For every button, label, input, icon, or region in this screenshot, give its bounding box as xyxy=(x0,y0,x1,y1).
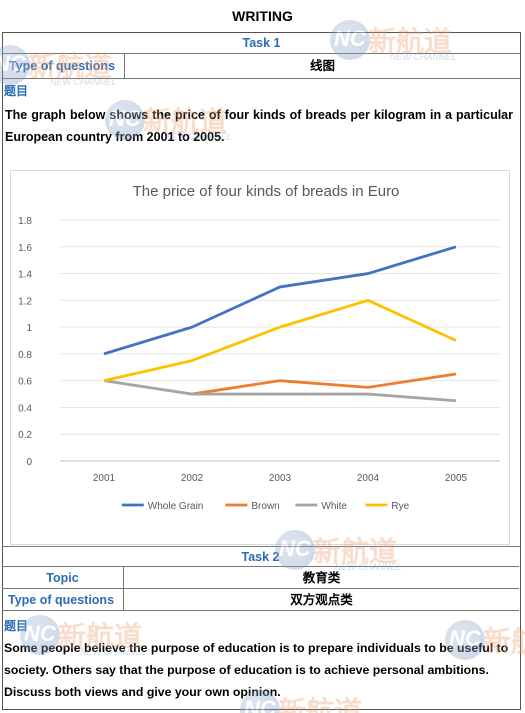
task1-prompt: The graph below shows the price of four … xyxy=(5,108,513,144)
x-tick-label: 2004 xyxy=(357,473,380,484)
legend-label: Rye xyxy=(391,501,409,512)
task2-heading: Task 2 xyxy=(2,547,519,567)
task1-type-value: 线图 xyxy=(309,59,335,73)
legend-label: Whole Grain xyxy=(148,501,204,512)
x-tick-label: 2002 xyxy=(181,473,204,484)
x-tick-label: 2005 xyxy=(445,473,468,484)
task1-type-row: Type of questions 线图 xyxy=(3,54,520,79)
task2-block: Task 2 Topic 教育类 Type of questions 双方观点类 xyxy=(2,546,521,611)
series-line-whole-grain xyxy=(103,245,457,356)
y-tick-label: 1.8 xyxy=(18,216,32,227)
chart-series xyxy=(103,245,457,403)
task1-heading: Task 1 xyxy=(3,33,520,54)
y-tick-label: 1.2 xyxy=(18,296,32,307)
chart-frame xyxy=(10,170,510,545)
task2-type-value: 双方观点类 xyxy=(290,593,353,607)
task2-topic-label: Topic xyxy=(2,567,124,588)
worksheet-frame: Task 1 Type of questions 线图 xyxy=(2,32,521,710)
y-tick-label: 0.8 xyxy=(18,350,32,361)
y-tick-label: 0.6 xyxy=(18,377,32,388)
legend-label: Brown xyxy=(251,501,279,512)
legend-label: White xyxy=(321,501,347,512)
task2-topic-value: 教育类 xyxy=(302,571,341,585)
y-tick-label: 0 xyxy=(26,457,32,468)
series-line-rye xyxy=(103,298,457,383)
x-tick-label: 2001 xyxy=(93,473,116,484)
series-line-brown xyxy=(191,372,457,396)
page-title: WRITING xyxy=(232,8,293,24)
y-axis-ticks: 0 0.2 0.4 0.6 0.8 1 1.2 1.4 1.6 1.8 xyxy=(18,216,32,468)
line-chart: The price of four kinds of breads in Eur… xyxy=(10,170,510,545)
y-tick-label: 1.4 xyxy=(18,270,32,281)
y-tick-label: 0.4 xyxy=(18,403,32,414)
series-line-white xyxy=(103,379,457,403)
task2-type-label: Type of questions xyxy=(2,589,124,610)
x-axis-ticks: 2001 2002 2003 2004 2005 xyxy=(93,473,468,484)
x-tick-label: 2003 xyxy=(269,473,292,484)
y-tick-label: 0.2 xyxy=(18,430,32,441)
task1-question-label: 题目 xyxy=(4,84,29,98)
task2-topic-row: Topic 教育类 xyxy=(2,567,519,589)
chart-legend: Whole Grain Brown White Rye xyxy=(121,501,410,512)
task1-type-label: Type of questions xyxy=(3,54,125,78)
chart-title: The price of four kinds of breads in Eur… xyxy=(133,183,400,200)
y-tick-label: 1.6 xyxy=(18,243,32,254)
task2-question-label: 题目 xyxy=(4,619,29,633)
task2-type-row: Type of questions 双方观点类 xyxy=(2,589,519,611)
task2-prompt: Some people believe the purpose of educa… xyxy=(4,641,509,699)
y-tick-label: 1 xyxy=(26,323,32,334)
